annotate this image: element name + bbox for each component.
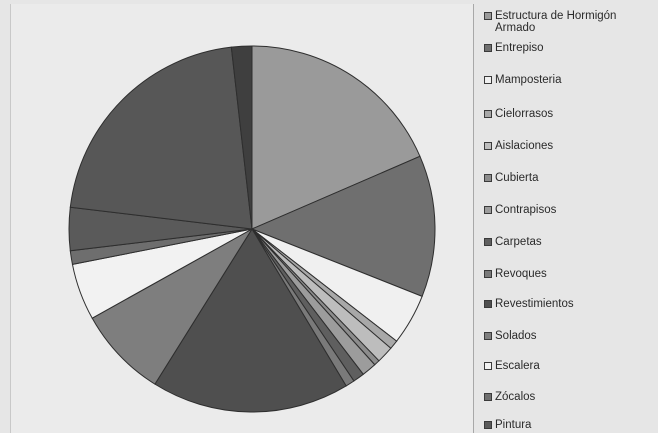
- legend-label: Entrepiso: [495, 42, 544, 54]
- legend-swatch: [484, 362, 492, 370]
- legend-swatch: [484, 76, 492, 84]
- legend-item: Revestimientos: [484, 298, 655, 310]
- legend-item: Contrapisos: [484, 204, 655, 216]
- legend-item: Revoques: [484, 268, 655, 280]
- pie-slice: [69, 46, 253, 230]
- legend-label: Estructura de Hormigón Armado: [495, 10, 617, 34]
- legend-item: Entrepiso: [484, 42, 655, 54]
- legend-label: Pintura: [495, 419, 532, 431]
- legend-swatch: [484, 142, 492, 150]
- legend-swatch: [484, 238, 492, 246]
- legend-swatch: [484, 206, 492, 214]
- legend-label: Contrapisos: [495, 204, 557, 216]
- legend-item: Carpetas: [484, 236, 655, 248]
- legend-swatch: [484, 421, 492, 429]
- legend-item: Zócalos: [484, 391, 655, 403]
- legend: Estructura de Hormigón Armado Entrepiso …: [484, 8, 656, 433]
- legend-item: Aislaciones: [484, 140, 655, 152]
- legend-label: Carpetas: [495, 236, 542, 248]
- legend-item: Solados: [484, 330, 655, 342]
- pie-slice: [91, 228, 253, 385]
- legend-swatch: [484, 270, 492, 278]
- pie-slice: [230, 45, 253, 230]
- legend-item: Cielorrasos: [484, 108, 655, 120]
- legend-swatch: [484, 300, 492, 308]
- legend-label: Cielorrasos: [495, 108, 554, 120]
- legend-label: Revoques: [495, 268, 547, 280]
- pie-slice: [154, 228, 347, 413]
- legend-label: Zócalos: [495, 391, 536, 403]
- legend-label: Solados: [495, 330, 537, 342]
- legend-swatch: [484, 174, 492, 182]
- pie-chart: [68, 45, 436, 413]
- legend-swatch: [484, 44, 492, 52]
- legend-label: Escalera: [495, 360, 540, 372]
- legend-swatch: [484, 110, 492, 118]
- legend-item: Pintura: [484, 419, 655, 431]
- plot-area: [10, 4, 474, 433]
- legend-label: Cubierta: [495, 172, 539, 184]
- legend-item: Cubierta: [484, 172, 655, 184]
- pie-slice: [251, 45, 421, 230]
- pie-slice: [250, 155, 436, 298]
- legend-label: Aislaciones: [495, 140, 554, 152]
- legend-label: Mamposteria: [495, 74, 562, 86]
- legend-label: Revestimientos: [495, 298, 574, 310]
- legend-swatch: [484, 332, 492, 340]
- legend-item: Estructura de Hormigón Armado: [484, 10, 655, 34]
- legend-item: Mamposteria: [484, 74, 655, 86]
- legend-swatch: [484, 12, 492, 20]
- legend-item: Escalera: [484, 360, 655, 372]
- legend-swatch: [484, 393, 492, 401]
